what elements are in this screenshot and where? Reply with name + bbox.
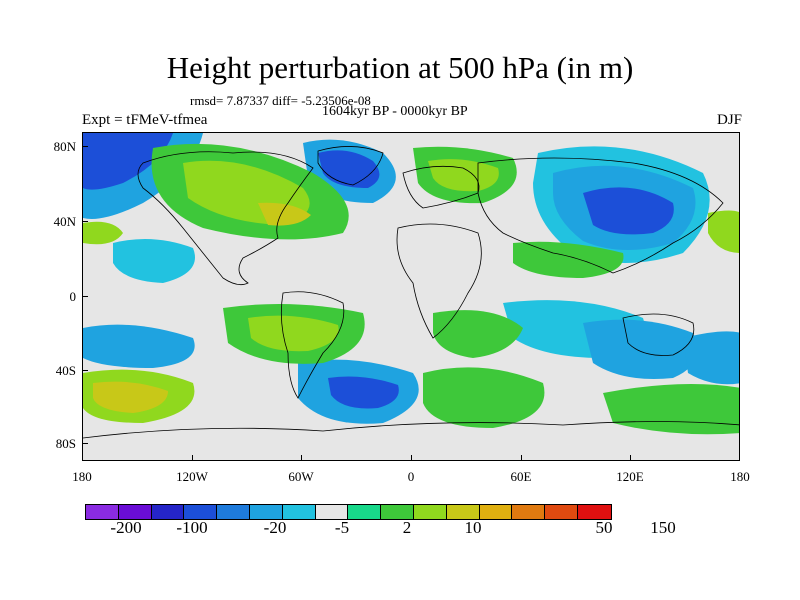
plot-title: Height perturbation at 500 hPa (in m) [166,50,634,85]
pos-region-west-atlantic-edge [83,221,123,245]
colorbar-swatch [577,505,611,519]
experiment-label: Expt = tFMeV-tfmea [82,112,208,128]
colorbar-swatch [479,505,513,519]
lat-tick [82,146,88,147]
neg-region-asia-core [583,187,674,235]
coastlines [83,146,739,439]
colorbar-label: 10 [464,518,482,537]
lat-label-80s: 80S [55,436,76,451]
colorbar-label: -100 [176,518,208,537]
neg-region-tropical-pacific [113,239,195,283]
lat-tick [82,370,88,371]
contour-map [83,133,739,439]
pos-region-east-pacific [708,210,739,253]
neg-region-arctic-west-core [83,133,173,190]
colorbar-swatch [413,505,447,519]
lon-tick [630,455,631,461]
lat-tick [82,221,88,222]
neg-region-south-atlantic-core [328,376,399,409]
map-frame [82,132,740,461]
colorbar-swatch [315,505,349,519]
lon-label-0: 0 [407,469,415,484]
colorbar-swatch [118,505,152,519]
colorbar-swatch [86,505,119,519]
stats-text: rmsd= 7.87337 diff= -5.23506e-08 [190,93,371,108]
neg-region-south-pacific [83,324,195,368]
coast-antarctica [83,421,739,439]
pos-region-europe-strong [428,159,499,192]
season-label: DJF [716,112,742,128]
lon-label-60w: 60W [288,469,314,484]
colorbar-label: -20 [263,518,287,537]
lat-label-40s: 40S [55,363,76,378]
colorbar-swatch [381,505,414,519]
lon-label-120w: 120W [176,469,208,484]
colorbar-swatch [348,505,382,519]
colorbar-label: 150 [650,518,676,537]
lon-tick [521,455,522,461]
lat-label-80n: 80N [53,139,76,154]
colorbar-swatch [249,505,283,519]
coast-south-america [280,291,345,399]
pos-region-south-america-strong [248,315,339,352]
colorbar-swatch [446,505,480,519]
coast-africa [396,223,482,339]
colorbar-swatch [151,505,185,519]
colorbar-swatch [512,505,546,519]
colorbar-swatch [217,505,250,519]
colorbar-label: -200 [110,518,142,537]
lon-tick [301,455,302,461]
colorbar-label: -5 [334,518,350,537]
pos-region-south-africa [433,310,523,358]
colorbar-swatch [282,505,316,519]
lon-label-120e: 120E [616,469,644,484]
neg-region-south-east [683,331,739,385]
colorbar-swatch [545,505,578,519]
pos-region-north-america-max [258,202,311,226]
lon-label-180e: 180 [730,469,750,484]
colorbar [85,504,612,520]
lat-label-40n: 40N [53,214,76,229]
coast-australia [622,313,695,356]
coast-greenland [317,146,384,186]
colorbar-label: 50 [595,518,613,537]
pos-region-south-pacific-west-max [93,381,168,413]
colorbar-label: 2 [402,518,412,537]
pos-region-southern-east [603,384,739,435]
pos-region-tropics-east [513,241,624,278]
coast-asia [477,157,724,274]
neg-region-south-indian [583,319,698,379]
colorbar-swatch [184,505,218,519]
coast-north-america [137,151,314,286]
lat-tick [82,443,88,444]
lon-label-60e: 60E [510,469,532,484]
lon-label-180w: 180 [72,469,92,484]
lat-label-0: 0 [69,289,77,304]
lon-tick [192,455,193,461]
pos-region-southern-ocean [423,367,545,428]
lat-tick [82,296,88,297]
period-text: 1604kyr BP - 0000kyr BP [322,104,468,119]
lon-tick [411,455,412,461]
